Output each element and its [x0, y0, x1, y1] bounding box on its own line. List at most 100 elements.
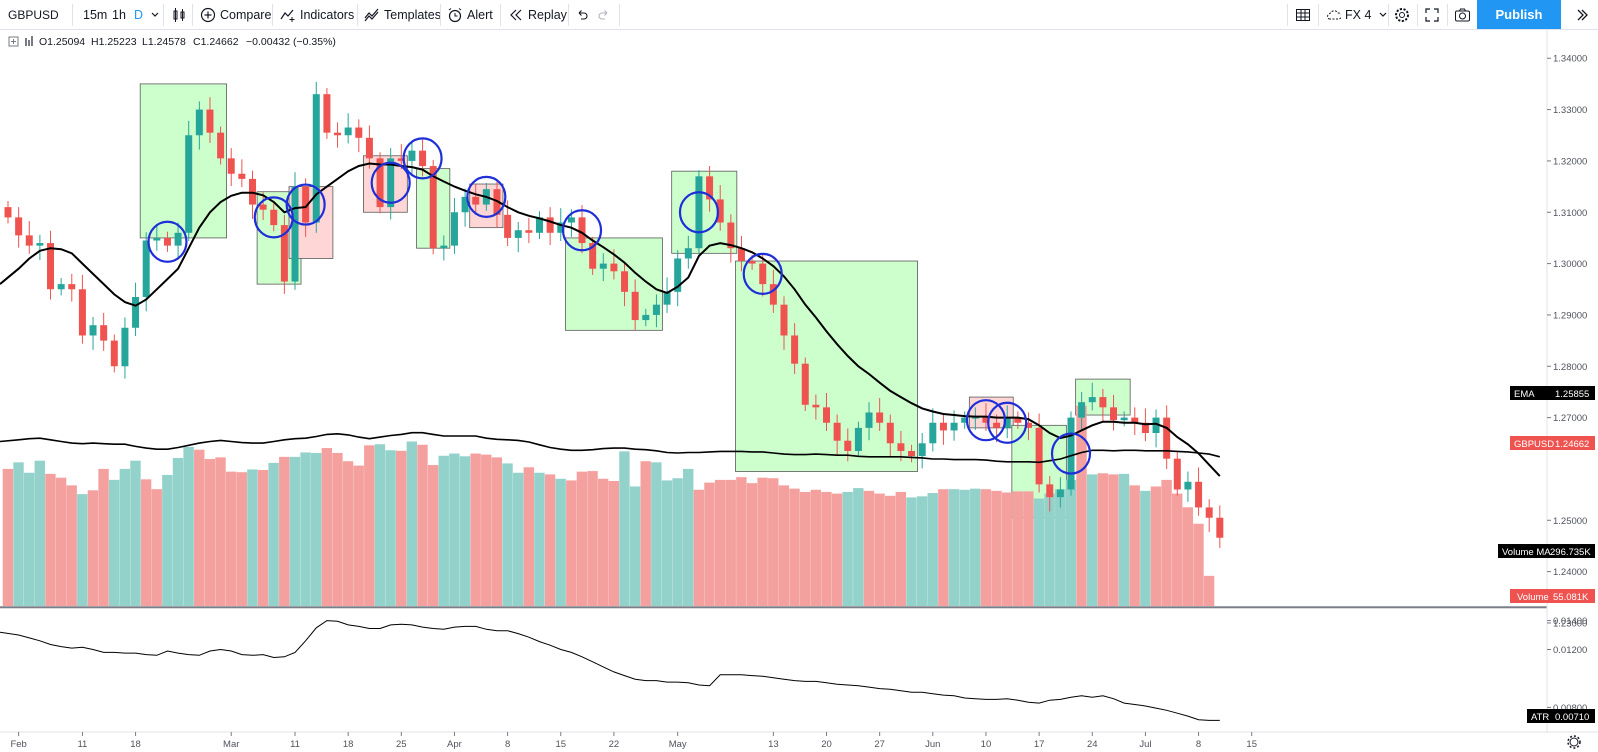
interval-d[interactable]: D: [134, 0, 143, 29]
candle: [461, 188, 469, 227]
price-tick-label: 1.24000: [1553, 567, 1587, 578]
interval-1h[interactable]: 1h: [112, 0, 126, 29]
volume-bar: [87, 490, 99, 606]
toolbar-divider: [568, 4, 569, 26]
candle: [791, 323, 799, 374]
price-tick-label: 1.31000: [1553, 208, 1587, 219]
volume-bar: [757, 477, 768, 606]
candle: [812, 394, 820, 420]
atr-axis[interactable]: 0.01400 0.01200 0.00800: [1547, 616, 1587, 714]
symbol-label: GBPUSD: [8, 7, 59, 22]
symbol-button[interactable]: GBPUSD: [8, 0, 59, 29]
settings-button[interactable]: [1394, 0, 1410, 29]
atr-line: [0, 620, 1220, 721]
collapse-legend-icon[interactable]: [8, 36, 19, 47]
candle: [259, 192, 267, 220]
volume-bar: [502, 463, 513, 606]
volume-bar: [523, 467, 534, 606]
candle: [652, 294, 660, 328]
volume-bar: [364, 445, 375, 606]
legend-high: H1.25223: [91, 36, 137, 48]
layout-name-button[interactable]: FX 4: [1325, 0, 1388, 29]
interval-dropdown[interactable]: [150, 0, 160, 29]
candle: [408, 142, 416, 176]
volume-bar: [1203, 575, 1215, 606]
volume-bar: [13, 462, 24, 606]
candle: [355, 119, 363, 153]
date-tick-label: 11: [77, 739, 87, 750]
volume-bar: [693, 489, 705, 606]
replay-button[interactable]: Replay: [508, 0, 567, 29]
candle: [334, 122, 342, 148]
candle: [1216, 505, 1224, 549]
candle: [57, 277, 65, 296]
candle: [929, 408, 937, 452]
candle: [706, 166, 714, 212]
date-tick-label: Mar: [223, 739, 239, 750]
volume-bar: [916, 496, 928, 606]
date-tick-label: 18: [130, 739, 141, 750]
volume-bar: [512, 472, 524, 606]
candle: [270, 203, 278, 232]
volume-bar: [959, 489, 970, 606]
candle: [323, 88, 331, 139]
toolbar-divider: [1287, 4, 1288, 26]
price-tick-label: 1.29000: [1553, 310, 1587, 321]
candle: [1110, 395, 1118, 431]
publish-button[interactable]: Publish: [1477, 0, 1561, 29]
volume-bar: [34, 460, 45, 606]
chart-style-button[interactable]: [172, 0, 186, 29]
fullscreen-button[interactable]: [1424, 0, 1440, 29]
volume-bar: [140, 479, 152, 606]
templates-button[interactable]: Templates: [364, 0, 441, 29]
compare-label: Compare: [220, 7, 272, 22]
indicators-button[interactable]: Indicators: [280, 0, 354, 29]
cloud-icon: [1327, 9, 1341, 19]
volume-bar: [1108, 474, 1119, 606]
grid-icon: [1296, 8, 1310, 21]
legend-change: −0.00432 (−0.35%): [246, 36, 336, 48]
snapshot-button[interactable]: [1454, 0, 1471, 29]
replay-label: Replay: [528, 7, 567, 22]
volume-bar: [353, 465, 364, 606]
toolbar-divider: [357, 4, 358, 26]
candle: [716, 185, 724, 231]
price-tick-label: 1.33000: [1553, 105, 1587, 116]
volume-ma-tag-value: 296.735K: [1550, 547, 1591, 558]
candle: [132, 282, 140, 336]
redo-button[interactable]: [597, 0, 611, 29]
price-axis[interactable]: 1.34000 1.33000 1.32000 1.31000 1.30000 1.290…: [1547, 54, 1587, 630]
candle: [684, 235, 692, 269]
volume-bar: [342, 461, 354, 606]
compare-button[interactable]: Compare: [200, 0, 271, 29]
alert-button[interactable]: Alert: [447, 0, 493, 29]
candle: [472, 184, 480, 215]
candle: [440, 235, 448, 261]
candle: [110, 334, 118, 373]
layout-grid-button[interactable]: [1295, 0, 1311, 29]
candle: [1205, 499, 1213, 533]
candle: [695, 170, 703, 255]
volume-bar: [204, 459, 216, 606]
volume-bar: [831, 493, 843, 606]
volume-bar: [746, 483, 758, 606]
volume-bar: [683, 468, 694, 606]
volume-bar: [970, 488, 981, 606]
atr-tick-label: 0.01400: [1553, 616, 1587, 627]
volume-bar: [1140, 490, 1151, 606]
volume-bar: [1097, 473, 1108, 606]
interval-15m[interactable]: 15m: [83, 0, 107, 29]
time-axis[interactable]: Feb 11 18 Mar 11 18 25 Apr 8 15 22 May 13 20 27 Jun 10 17…: [10, 732, 1257, 750]
price-tag: GBPUSD 1.24662: [1510, 436, 1595, 450]
volume-bar: [1129, 485, 1140, 606]
collapse-panel-button[interactable]: [1566, 0, 1598, 29]
toolbar-divider: [440, 4, 441, 26]
volume-bar: [672, 478, 683, 606]
undo-button[interactable]: [575, 0, 589, 29]
price-tick-label: 1.28000: [1553, 362, 1587, 373]
date-tick-label: 18: [343, 739, 354, 750]
chart-settings-gear[interactable]: [1567, 735, 1581, 749]
chart-canvas[interactable]: 1.34000 1.33000 1.32000 1.31000 1.30000 1.290…: [0, 30, 1598, 752]
candle: [206, 97, 214, 143]
candle: [387, 148, 395, 220]
